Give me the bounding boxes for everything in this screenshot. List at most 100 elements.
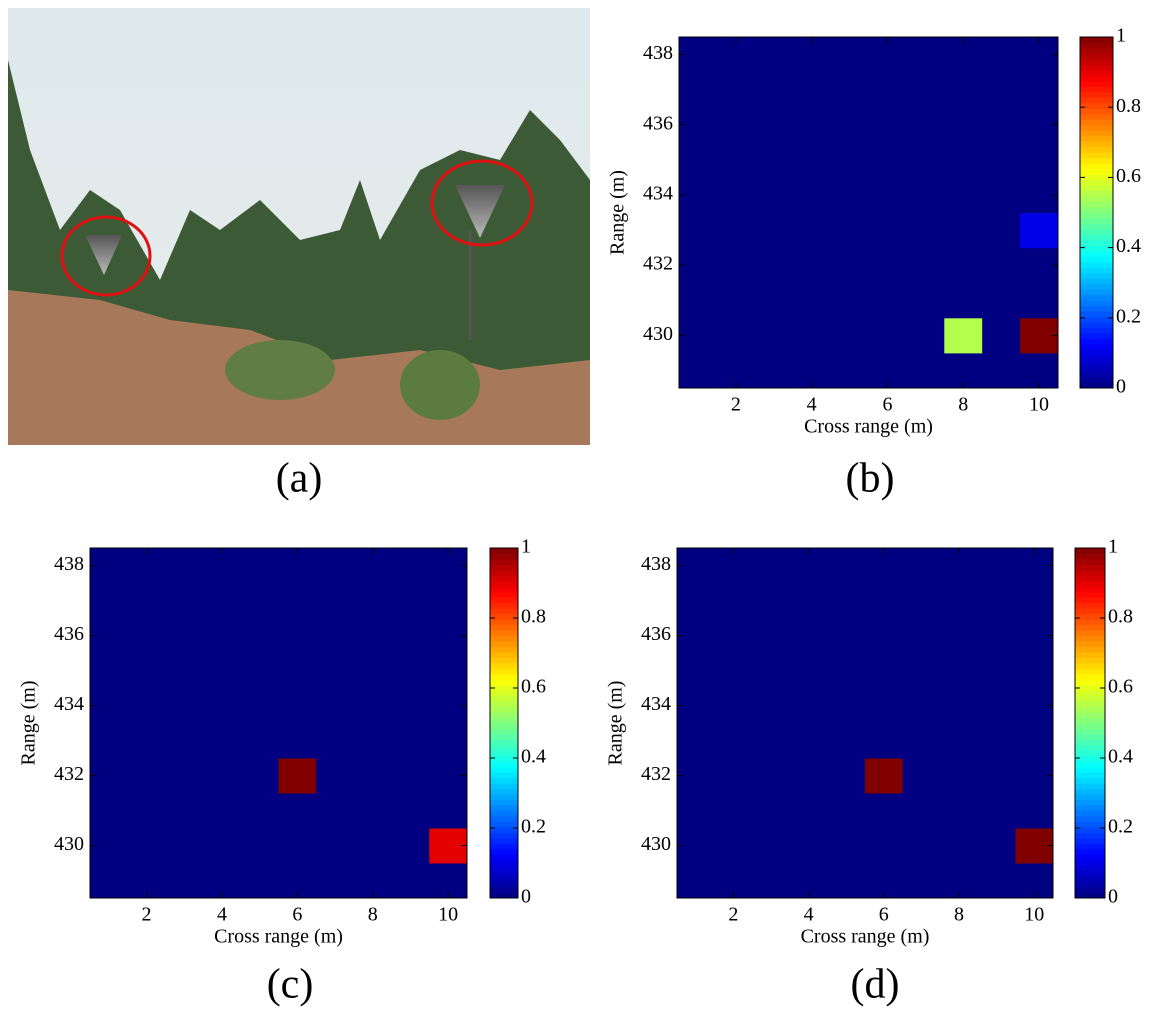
colorbar-swatch xyxy=(1080,360,1113,367)
heat-cell xyxy=(865,688,904,724)
colorbar-tick-label: 0.8 xyxy=(1108,606,1133,628)
heat-cell xyxy=(90,688,129,724)
heat-cell xyxy=(906,212,945,249)
heat-cell xyxy=(278,723,317,759)
heat-cell xyxy=(865,583,904,619)
heat-cell xyxy=(679,352,718,389)
heat-cell xyxy=(940,653,979,689)
heat-cell xyxy=(977,723,1016,759)
colorbar-swatch xyxy=(490,575,518,582)
colorbar-swatch xyxy=(1080,135,1113,142)
colorbar-swatch xyxy=(1080,201,1113,208)
colorbar-swatch xyxy=(1075,684,1105,691)
y-axis-label: Range (m) xyxy=(605,681,627,766)
heat-cell xyxy=(316,653,355,689)
heat-cell xyxy=(316,793,355,829)
heat-cell xyxy=(679,317,718,354)
colorbar-swatch xyxy=(490,805,518,811)
heat-cell xyxy=(1015,793,1054,829)
colorbar-swatch xyxy=(1075,553,1105,560)
heat-cell xyxy=(127,688,166,724)
colorbar-swatch xyxy=(1075,739,1105,746)
heat-cell xyxy=(391,618,430,654)
heat-cell xyxy=(940,688,979,724)
y-tick-label: 438 xyxy=(54,553,84,575)
colorbar-tick-label: 0.2 xyxy=(1108,816,1133,838)
heat-cell xyxy=(240,793,279,829)
colorbar-swatch xyxy=(1080,207,1113,213)
heat-cell xyxy=(792,177,832,213)
colorbar-swatch xyxy=(490,826,518,833)
y-axis-label: Range (m) xyxy=(18,681,40,766)
colorbar-swatch xyxy=(1080,223,1113,230)
heat-cell xyxy=(982,37,1021,73)
colorbar-swatch xyxy=(1075,815,1105,822)
colorbar-tick-label: 0.2 xyxy=(1116,305,1141,327)
heat-cell xyxy=(902,828,941,864)
colorbar-swatch xyxy=(1080,97,1113,104)
heat-cell xyxy=(792,107,832,143)
colorbar-swatch xyxy=(490,865,518,872)
colorbar-swatch xyxy=(1080,278,1113,285)
heat-cell xyxy=(391,828,430,864)
heat-cell xyxy=(906,72,945,108)
heat-cell xyxy=(830,247,869,284)
colorbar-swatch xyxy=(1080,64,1113,71)
heat-cell xyxy=(944,247,983,284)
heat-cell xyxy=(240,653,279,689)
heat-cell xyxy=(752,828,791,864)
heat-cell xyxy=(1020,72,1059,108)
colorbar-swatch xyxy=(490,564,518,571)
heat-cell xyxy=(391,723,430,759)
colorbar-swatch xyxy=(1080,377,1113,384)
colorbar-swatch xyxy=(1080,58,1113,65)
colorbar-swatch xyxy=(490,646,518,653)
heat-cell xyxy=(165,688,204,724)
heat-cell xyxy=(830,212,869,249)
axes-frame xyxy=(676,547,1054,899)
colorbar-tick-label: 0.6 xyxy=(1108,676,1133,698)
heat-cell xyxy=(240,688,279,724)
colorbar-swatch xyxy=(490,837,518,844)
heat-cell xyxy=(827,863,866,899)
colorbar-swatch xyxy=(1075,750,1105,757)
heat-cell xyxy=(677,828,716,864)
colorbar-swatch xyxy=(1080,69,1113,76)
heat-cell xyxy=(868,142,907,178)
heat-cell xyxy=(752,618,791,654)
heat-cell xyxy=(679,282,718,319)
colorbar-swatch xyxy=(490,558,518,565)
heat-cell xyxy=(316,583,355,619)
heat-cell xyxy=(127,828,166,864)
colorbar-swatch xyxy=(1080,179,1113,186)
heat-cell xyxy=(429,583,468,619)
colorbar-swatch xyxy=(490,892,518,899)
colorbar-swatch xyxy=(490,619,518,626)
colorbar-swatch xyxy=(1075,810,1105,817)
colorbar-swatch xyxy=(1080,157,1113,164)
colorbar-swatch xyxy=(490,586,518,593)
heat-cell xyxy=(789,688,828,724)
colorbar-swatch xyxy=(1075,608,1105,615)
x-tick-label: 2 xyxy=(728,904,738,926)
colorbar-tick-label: 0 xyxy=(1108,886,1118,908)
colorbar-swatch xyxy=(1075,624,1105,631)
heat-cell xyxy=(679,37,718,73)
x-tick-label: 6 xyxy=(879,904,889,926)
heat-cell xyxy=(90,653,129,689)
heat-cell xyxy=(1020,142,1059,178)
heat-cell xyxy=(679,72,718,108)
heat-cell xyxy=(977,653,1016,689)
heat-cell xyxy=(714,688,753,724)
heat-cell xyxy=(752,583,791,619)
heat-cell xyxy=(792,282,832,319)
heat-cell xyxy=(977,688,1016,724)
heat-cell xyxy=(165,863,204,899)
colorbar-swatch xyxy=(1080,267,1113,274)
heat-cell xyxy=(679,142,718,178)
colorbar-swatch xyxy=(1075,821,1105,828)
heat-cell xyxy=(977,758,1016,794)
caption: (a) xyxy=(276,456,323,502)
colorbar-swatch xyxy=(1075,761,1105,768)
colorbar-swatch xyxy=(1080,163,1113,170)
